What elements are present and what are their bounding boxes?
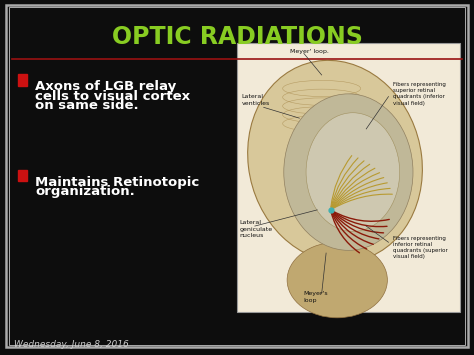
Text: organization.: organization. bbox=[35, 185, 135, 198]
Bar bbox=[18, 74, 27, 86]
Text: Meyer's
loop: Meyer's loop bbox=[304, 291, 328, 302]
Text: Lateral
geniculate
nucleus: Lateral geniculate nucleus bbox=[239, 220, 273, 238]
Ellipse shape bbox=[284, 94, 413, 250]
Text: cells to visual cortex: cells to visual cortex bbox=[35, 89, 190, 103]
Ellipse shape bbox=[287, 242, 387, 318]
Text: OPTIC RADIATIONS: OPTIC RADIATIONS bbox=[111, 25, 363, 49]
Text: Meyer' loop.: Meyer' loop. bbox=[291, 49, 329, 54]
Bar bbox=[18, 170, 27, 181]
Text: Lateral
venticles: Lateral venticles bbox=[241, 94, 270, 106]
Text: Axons of LGB relay: Axons of LGB relay bbox=[35, 80, 176, 93]
Bar bbox=[237, 43, 460, 312]
Ellipse shape bbox=[248, 60, 422, 262]
Text: Fibers representing
inferior retinal
quadrants (superior
visual field): Fibers representing inferior retinal qua… bbox=[393, 236, 448, 260]
Text: Fibers representing
superior retinal
quadrants (inferior
visual field): Fibers representing superior retinal qua… bbox=[393, 82, 446, 106]
Text: on same side.: on same side. bbox=[35, 99, 139, 112]
Ellipse shape bbox=[306, 113, 400, 231]
Text: Wednesday, June 8, 2016: Wednesday, June 8, 2016 bbox=[14, 340, 129, 349]
Text: Maintains Retinotopic: Maintains Retinotopic bbox=[35, 176, 200, 189]
